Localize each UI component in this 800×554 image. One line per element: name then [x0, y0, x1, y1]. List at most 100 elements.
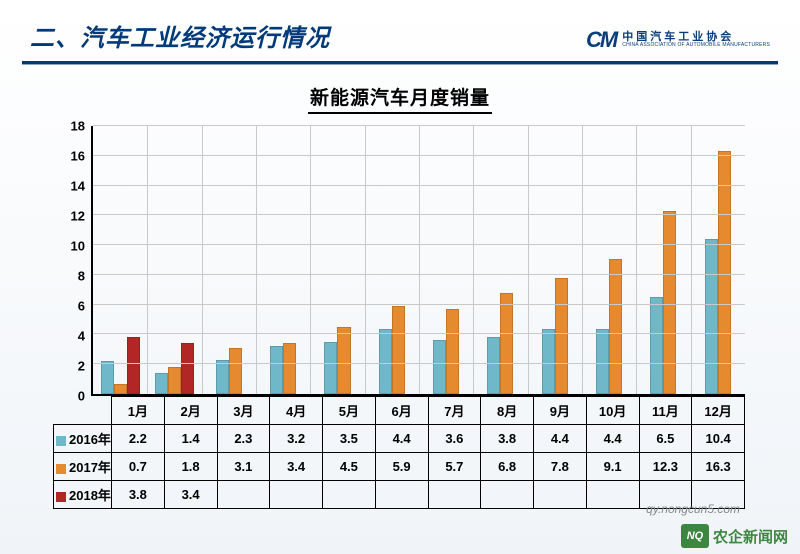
- chart-title: 新能源汽车月度销量: [308, 83, 492, 114]
- bar: [324, 342, 337, 394]
- y-tick: 4: [78, 329, 85, 344]
- bar-group: [310, 126, 364, 394]
- table-cell: [534, 481, 587, 509]
- table-cell: 3.5: [323, 425, 376, 453]
- bar: [705, 239, 718, 394]
- month-header: 10月: [586, 397, 639, 425]
- month-header: 5月: [323, 397, 376, 425]
- y-tick: 6: [78, 299, 85, 314]
- bar: [270, 346, 283, 394]
- bar-group: [691, 126, 745, 394]
- y-tick: 14: [71, 179, 85, 194]
- bar-group: [528, 126, 582, 394]
- chart-plot: 024681012141618: [55, 126, 745, 396]
- org-block: CM 中国汽车工业协会 CHINA ASSOCIATION OF AUTOMOB…: [586, 27, 770, 53]
- v-gridline: [310, 126, 311, 394]
- bar: [663, 211, 676, 394]
- bar-group: [473, 126, 527, 394]
- v-gridline: [691, 126, 692, 394]
- watermark: NQ 农企新闻网: [681, 524, 788, 548]
- page-title: 二、汽车工业经济运行情况: [30, 18, 330, 53]
- table-cell: [270, 481, 323, 509]
- bar: [500, 293, 513, 394]
- bar: [718, 151, 731, 394]
- table-cell: 6.5: [639, 425, 692, 453]
- y-tick: 2: [78, 359, 85, 374]
- table-cell: 1.4: [164, 425, 217, 453]
- table-cell: [375, 481, 428, 509]
- bar-group: [419, 126, 473, 394]
- bar: [379, 329, 392, 395]
- watermark-text: 农企新闻网: [713, 526, 788, 547]
- y-tick: 16: [71, 149, 85, 164]
- bar: [181, 343, 194, 394]
- v-gridline: [473, 126, 474, 394]
- v-gridline: [365, 126, 366, 394]
- table-cell: [323, 481, 376, 509]
- chart: 新能源汽车月度销量 024681012141618 1月2月3月4月5月6月7月…: [55, 83, 745, 509]
- table-cell: [428, 481, 481, 509]
- month-header: 3月: [217, 397, 270, 425]
- v-gridline: [147, 126, 148, 394]
- org-name-en: CHINA ASSOCIATION OF AUTOMOBILE MANUFACT…: [622, 43, 770, 48]
- table-cell: 3.1: [217, 453, 270, 481]
- bar: [542, 329, 555, 395]
- table-cell: [481, 481, 534, 509]
- month-header: 7月: [428, 397, 481, 425]
- bar: [216, 360, 229, 394]
- table-cell: [586, 481, 639, 509]
- v-gridline: [582, 126, 583, 394]
- bar: [101, 361, 114, 394]
- y-tick: 12: [71, 209, 85, 224]
- table-cell: 6.8: [481, 453, 534, 481]
- bar-group: [256, 126, 310, 394]
- table-cell: 4.4: [586, 425, 639, 453]
- v-gridline: [202, 126, 203, 394]
- bar: [229, 348, 242, 394]
- v-gridline: [256, 126, 257, 394]
- table-cell: [217, 481, 270, 509]
- table-cell: 4.5: [323, 453, 376, 481]
- table-cell: 3.2: [270, 425, 323, 453]
- bar-group: [365, 126, 419, 394]
- month-header: 12月: [692, 397, 745, 425]
- table-cell: 5.7: [428, 453, 481, 481]
- v-gridline: [636, 126, 637, 394]
- legend-swatch: [56, 464, 66, 474]
- table-cell: 1.8: [164, 453, 217, 481]
- month-header: 4月: [270, 397, 323, 425]
- series-legend: 2018年: [54, 481, 112, 509]
- bar: [168, 367, 181, 394]
- bar-group: [582, 126, 636, 394]
- table-cell: 16.3: [692, 453, 745, 481]
- v-gridline: [419, 126, 420, 394]
- table-cell: 0.7: [112, 453, 165, 481]
- month-header: 1月: [112, 397, 165, 425]
- legend-swatch: [56, 436, 66, 446]
- header-rule: [22, 61, 778, 65]
- v-gridline: [528, 126, 529, 394]
- bar: [283, 343, 296, 394]
- series-name: 2016年: [69, 432, 111, 447]
- month-header: 6月: [375, 397, 428, 425]
- table-cell: 3.4: [164, 481, 217, 509]
- watermark-url: qy.nongcun5.com: [646, 502, 740, 516]
- bar: [114, 384, 127, 394]
- table-cell: 4.4: [375, 425, 428, 453]
- month-header: 9月: [534, 397, 587, 425]
- bar: [650, 297, 663, 394]
- table-cell: 10.4: [692, 425, 745, 453]
- bar-group: [202, 126, 256, 394]
- series-name: 2017年: [69, 460, 111, 475]
- month-header: 2月: [164, 397, 217, 425]
- month-header: 11月: [639, 397, 692, 425]
- y-tick: 8: [78, 269, 85, 284]
- month-header: 8月: [481, 397, 534, 425]
- table-cell: 2.3: [217, 425, 270, 453]
- bar: [155, 373, 168, 394]
- bar-group: [93, 126, 147, 394]
- table-cell: 9.1: [586, 453, 639, 481]
- bar: [433, 340, 446, 394]
- bar: [446, 309, 459, 394]
- series-legend: 2016年: [54, 425, 112, 453]
